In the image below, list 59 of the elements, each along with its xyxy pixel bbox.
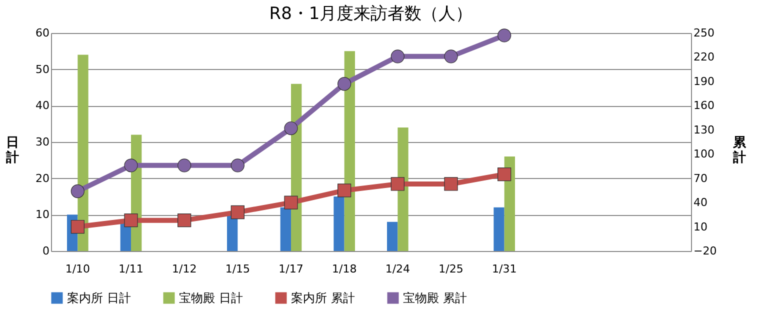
point [444, 50, 458, 64]
y2-tick-label: 220 [694, 50, 714, 64]
chart-title: R8・1月度来訪者数（人） [269, 4, 473, 24]
point [70, 184, 84, 198]
bar [494, 207, 504, 251]
y-tick-label: 30 [36, 136, 50, 148]
legend-label: 案内所 日計 [67, 291, 131, 305]
y2-tick-label: 40 [694, 196, 708, 210]
point [444, 177, 458, 191]
y2-tick-label: −20 [694, 244, 717, 258]
point [230, 205, 244, 220]
y2-tick-label: 250 [694, 26, 714, 40]
y-tick-label: 10 [36, 208, 50, 222]
bar [504, 156, 515, 251]
y-tick-label: 40 [36, 99, 50, 112]
y2-tick-label: 130 [694, 123, 714, 136]
bar [280, 207, 291, 251]
point [390, 177, 404, 191]
point [178, 214, 192, 228]
x-tick-label: 1/11 [118, 262, 144, 276]
bar [227, 214, 238, 251]
point [498, 28, 512, 42]
x-tick-label: 1/18 [332, 262, 357, 276]
x-tick-label: 1/10 [65, 262, 90, 276]
y-tick-label: 0 [42, 244, 50, 258]
point [390, 50, 404, 64]
point [124, 214, 138, 228]
x-tick-label: 1/15 [225, 262, 250, 276]
point [498, 167, 512, 182]
x-tick-label: 1/31 [492, 262, 517, 276]
point [124, 158, 138, 172]
y-tick-label: 60 [36, 26, 50, 40]
bar [387, 222, 398, 251]
x-tick-label: 1/24 [385, 262, 410, 276]
legend-label: 宝物殿 累計 [403, 291, 467, 305]
x-tick-label: 1/25 [438, 262, 464, 276]
y2-tick-label: 10 [694, 220, 708, 234]
legend-label: 案内所 累計 [291, 291, 355, 305]
y2-tick-label: 100 [694, 148, 714, 161]
y2-tick-label: 160 [694, 99, 714, 112]
bar [78, 54, 88, 251]
point [178, 158, 192, 172]
y2-tick-label: 190 [694, 74, 714, 88]
point [70, 220, 84, 234]
y-tick-label: 20 [36, 172, 50, 185]
point [338, 184, 352, 198]
y-axis-title: 日計 [5, 136, 20, 166]
y-tick-label: 50 [36, 62, 50, 76]
point [230, 158, 244, 172]
y2-tick-label: 70 [694, 172, 708, 185]
point [338, 77, 352, 91]
x-tick-label: 1/12 [172, 262, 197, 276]
x-tick-label: 1/17 [278, 262, 304, 276]
point [284, 196, 298, 210]
legend-label: 宝物殿 日計 [179, 291, 243, 305]
y2-axis-title: 累計 [732, 136, 748, 166]
bar [334, 196, 344, 251]
point [284, 121, 298, 136]
bar [398, 127, 408, 251]
